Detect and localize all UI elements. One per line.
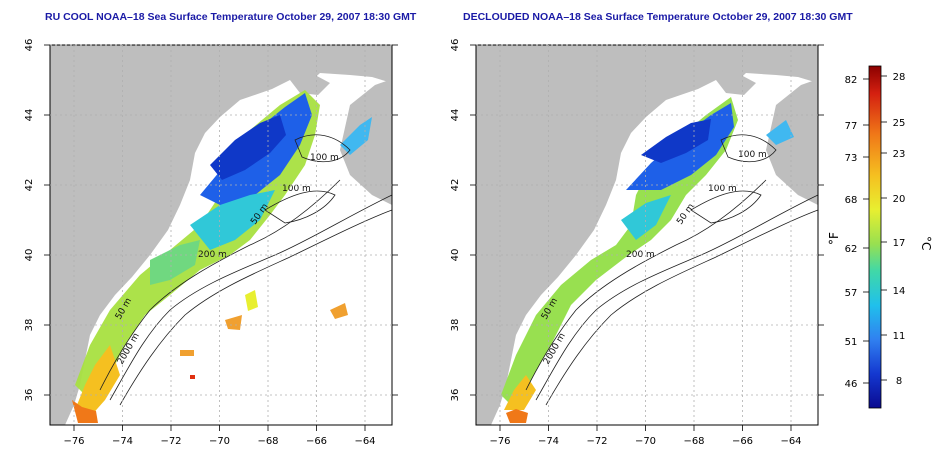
y-tick-label: 44 bbox=[450, 109, 461, 122]
contour-label: 100 m bbox=[738, 150, 767, 160]
y-tick-label: 38 bbox=[450, 319, 461, 332]
y-tick-label: 36 bbox=[450, 389, 461, 402]
fahrenheit-label: °F bbox=[827, 232, 841, 245]
f-tick-label: 77 bbox=[845, 121, 858, 132]
left-panel-title: RU COOL NOAA–18 Sea Surface Temperature … bbox=[45, 11, 417, 23]
c-tick-label: 23 bbox=[893, 149, 906, 160]
y-tick-label: 38 bbox=[24, 319, 35, 332]
bathymetry-contours bbox=[99, 134, 393, 406]
contour-label: 100 m bbox=[310, 153, 339, 163]
y-tick-label: 36 bbox=[24, 389, 35, 402]
left-map-panel: 100 m 100 m 50 m 200 m 50 m 2000 m −76 −7… bbox=[24, 39, 398, 447]
y-tick-label: 46 bbox=[24, 39, 35, 52]
contour-label: 200 m bbox=[198, 250, 227, 260]
x-tick-label: −74 bbox=[112, 436, 133, 447]
celsius-label: °C bbox=[919, 236, 933, 250]
y-tick-label: 40 bbox=[450, 249, 461, 262]
contour-label: 100 m bbox=[708, 184, 737, 194]
c-tick-label: 17 bbox=[893, 238, 906, 249]
f-tick-label: 57 bbox=[845, 288, 858, 299]
y-tick-label: 44 bbox=[24, 109, 35, 122]
f-tick-label: 73 bbox=[845, 153, 858, 164]
f-tick-label: 62 bbox=[845, 244, 858, 255]
y-tick-label: 42 bbox=[24, 179, 35, 192]
c-tick-label: 20 bbox=[893, 194, 906, 205]
x-tick-label: −70 bbox=[209, 436, 230, 447]
c-tick-label: 14 bbox=[893, 286, 906, 297]
x-tick-label: −72 bbox=[160, 436, 181, 447]
y-tick-label: 46 bbox=[450, 39, 461, 52]
y-tick-label: 42 bbox=[450, 179, 461, 192]
c-tick-label: 8 bbox=[896, 376, 902, 387]
x-tick-label: −64 bbox=[354, 436, 375, 447]
x-tick-label: −76 bbox=[63, 436, 84, 447]
y-tick-label: 40 bbox=[24, 249, 35, 262]
c-tick-label: 25 bbox=[893, 118, 906, 129]
right-map-panel: 100 m 100 m 50 m 200 m 50 m 2000 m −76 −7… bbox=[450, 39, 824, 447]
x-tick-label: −70 bbox=[635, 436, 656, 447]
c-tick-label: 28 bbox=[893, 72, 906, 83]
x-tick-label: −66 bbox=[306, 436, 327, 447]
f-tick-label: 51 bbox=[845, 337, 858, 348]
temperature-colorbar: 82 77 73 68 62 57 51 46 28 25 23 20 17 14 11 8 °F °C bbox=[827, 65, 933, 409]
f-tick-label: 68 bbox=[845, 195, 858, 206]
x-tick-label: −72 bbox=[586, 436, 607, 447]
x-tick-label: −68 bbox=[683, 436, 704, 447]
x-tick-label: −66 bbox=[732, 436, 753, 447]
x-tick-label: −74 bbox=[538, 436, 559, 447]
right-panel-title: DECLOUDED NOAA–18 Sea Surface Temperatur… bbox=[463, 11, 853, 23]
colorbar-gradient bbox=[868, 65, 882, 409]
x-tick-label: −68 bbox=[257, 436, 278, 447]
f-tick-label: 46 bbox=[845, 379, 858, 390]
contour-label: 200 m bbox=[626, 250, 655, 260]
contour-label: 100 m bbox=[282, 184, 311, 194]
x-tick-label: −76 bbox=[489, 436, 510, 447]
c-tick-label: 11 bbox=[893, 331, 906, 342]
f-tick-label: 82 bbox=[845, 75, 858, 86]
x-tick-label: −64 bbox=[780, 436, 801, 447]
bathymetry-contours bbox=[525, 134, 819, 406]
